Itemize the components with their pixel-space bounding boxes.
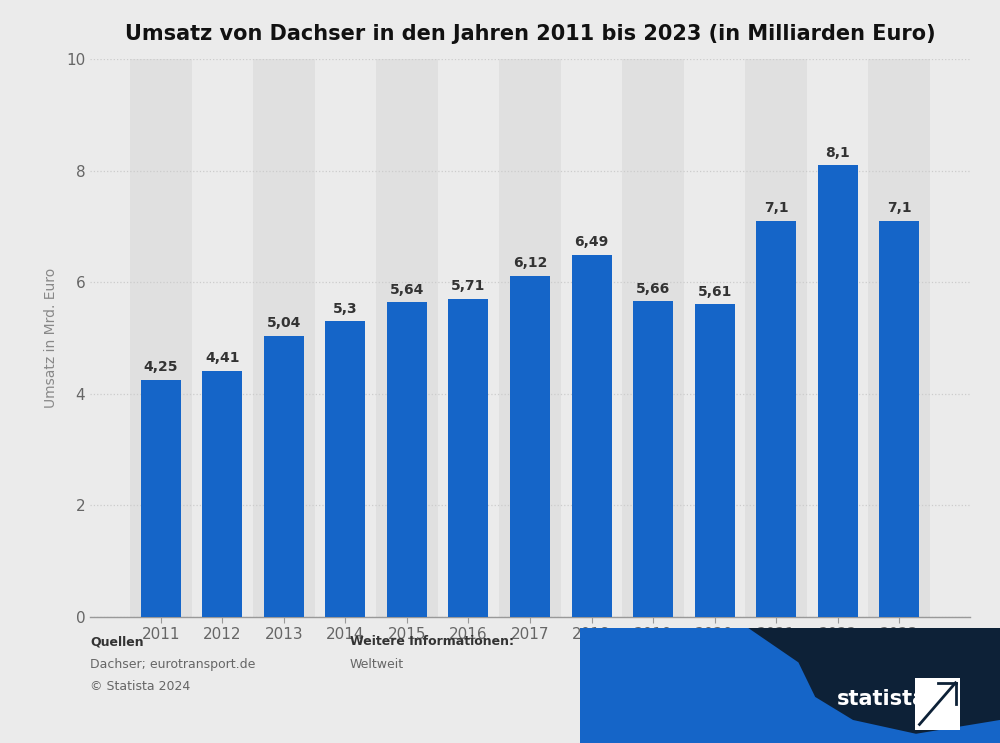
Bar [879, 221, 919, 617]
Bar [756, 221, 796, 617]
Text: 5,64: 5,64 [390, 283, 424, 296]
Y-axis label: Umsatz in Mrd. Euro: Umsatz in Mrd. Euro [44, 268, 58, 408]
Text: 4,25: 4,25 [144, 360, 178, 374]
Bar [130, 59, 192, 617]
Text: 4,41: 4,41 [205, 351, 240, 366]
Text: statista: statista [837, 690, 927, 710]
Polygon shape [580, 628, 1000, 743]
Bar [633, 302, 673, 617]
Bar [376, 59, 438, 617]
Text: 6,49: 6,49 [574, 236, 609, 250]
Bar [325, 321, 365, 617]
Text: © Statista 2024: © Statista 2024 [90, 680, 190, 692]
Text: 8,1: 8,1 [825, 146, 850, 160]
Text: 5,3: 5,3 [333, 302, 358, 316]
Text: 5,66: 5,66 [636, 282, 670, 296]
Title: Umsatz von Dachser in den Jahren 2011 bis 2023 (in Milliarden Euro): Umsatz von Dachser in den Jahren 2011 bi… [125, 24, 935, 44]
Bar [745, 59, 807, 617]
Text: 7,1: 7,1 [887, 201, 912, 215]
Bar [202, 371, 242, 617]
Text: 5,61: 5,61 [697, 285, 732, 299]
Text: Dachser; eurotransport.de: Dachser; eurotransport.de [90, 658, 255, 670]
Bar [622, 59, 684, 617]
Bar [387, 302, 427, 617]
Bar [253, 59, 315, 617]
Bar [448, 299, 488, 617]
Text: 7,1: 7,1 [764, 201, 788, 215]
Text: 5,71: 5,71 [451, 279, 486, 293]
Text: 5,04: 5,04 [267, 317, 301, 330]
Bar [499, 59, 561, 617]
Bar [510, 276, 550, 617]
Bar [868, 59, 930, 617]
Text: Weltweit: Weltweit [350, 658, 404, 670]
Text: Quellen: Quellen [90, 635, 144, 648]
Bar [818, 166, 858, 617]
Text: Weitere Informationen:: Weitere Informationen: [350, 635, 514, 648]
Text: 6,12: 6,12 [513, 256, 547, 270]
Bar [695, 304, 735, 617]
Bar [572, 255, 612, 617]
Bar [264, 336, 304, 617]
Bar [141, 380, 181, 617]
